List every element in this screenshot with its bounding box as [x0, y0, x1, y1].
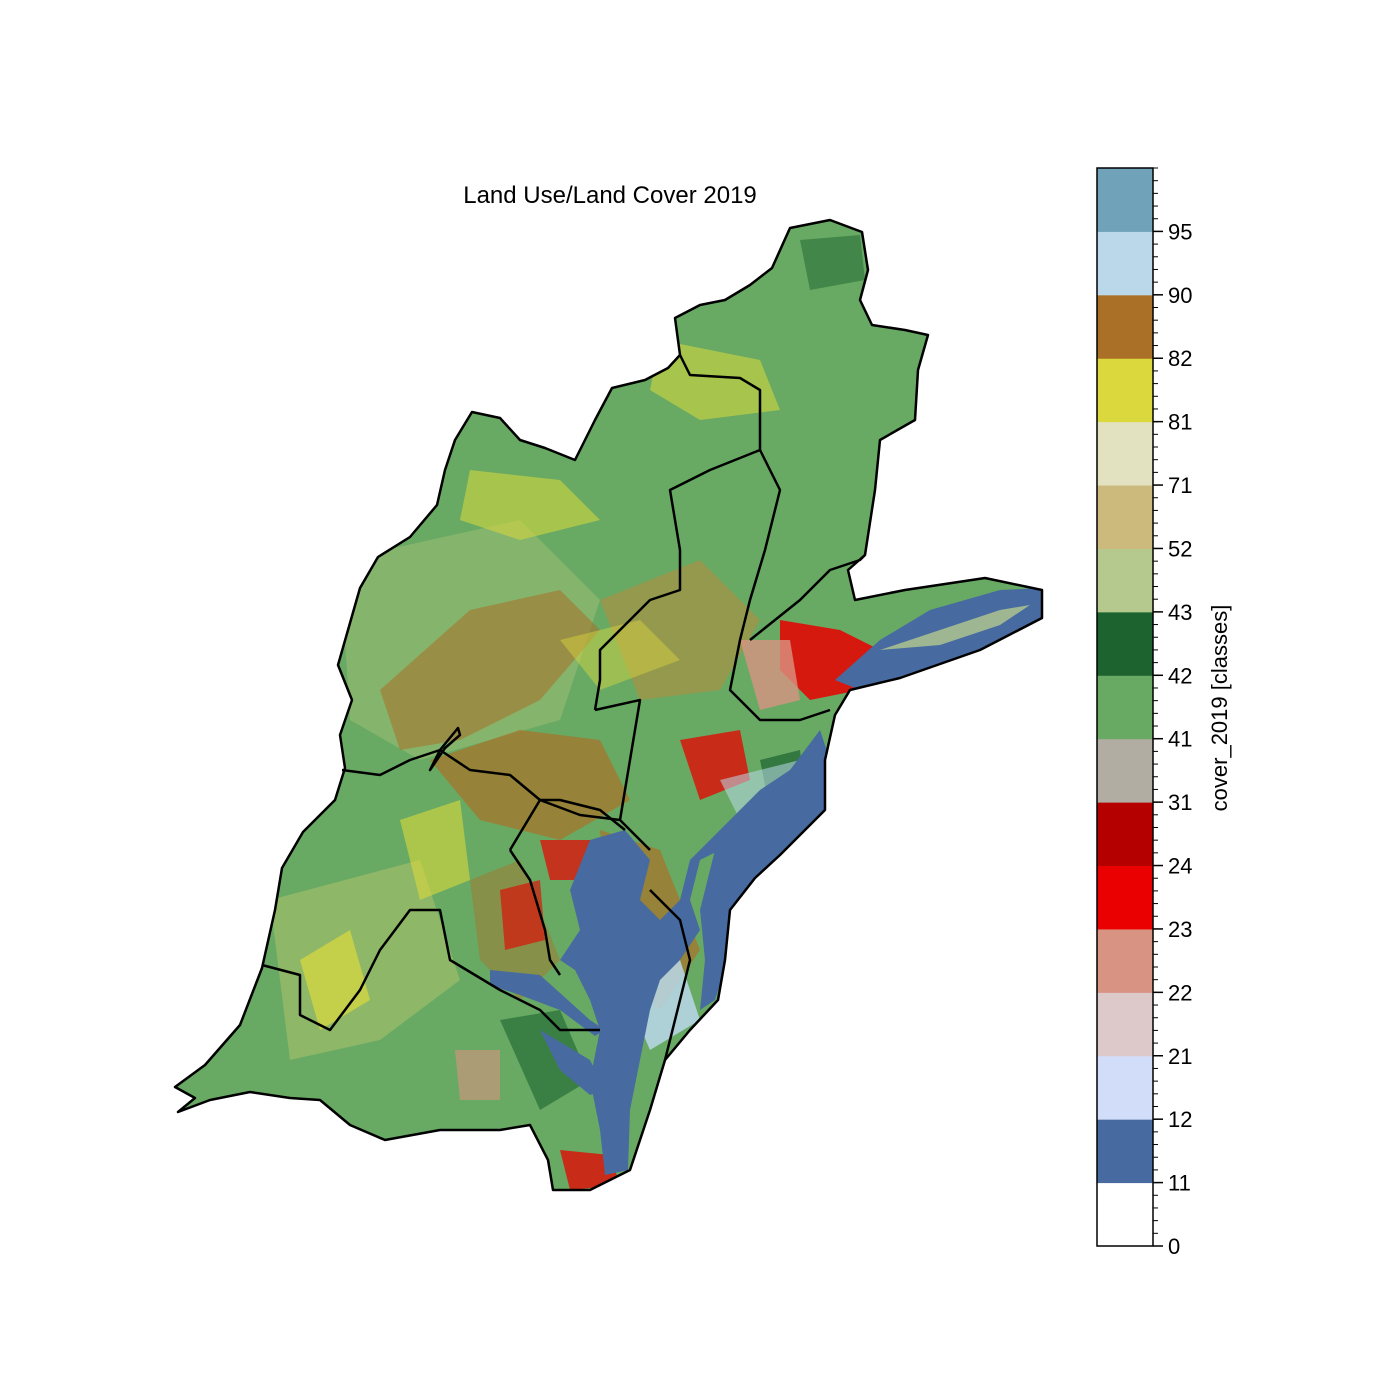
internal-boundary [508, 849, 562, 976]
internal-boundary [749, 554, 866, 641]
chesapeake-bay [560, 830, 760, 1175]
colorbar-label: cover_2019 [classes] [1207, 604, 1232, 812]
cropland-area [600, 560, 760, 700]
internal-boundary [678, 354, 762, 450]
pasture-area [460, 470, 600, 540]
evergreen-forest-area [500, 1010, 590, 1110]
tidal-river [540, 1030, 605, 1095]
developed-area [455, 1050, 500, 1100]
land-cover-raster [175, 220, 1042, 1190]
pasture-area [400, 800, 470, 900]
internal-boundary [341, 748, 621, 822]
internal-boundary [593, 448, 831, 722]
long-island-land [880, 605, 1030, 650]
pasture-area [560, 620, 680, 690]
map-title: Land Use/Land Cover 2019 [463, 182, 757, 209]
evergreen-forest-area [800, 235, 865, 290]
developed-area [500, 880, 545, 950]
tidal-river [490, 970, 605, 1036]
internal-boundary [649, 889, 692, 1061]
pasture-area [300, 930, 370, 1030]
delaware-bay [700, 730, 830, 1010]
basin-boundaries [173, 218, 1044, 1192]
internal-boundary [261, 908, 600, 1032]
outer-boundary [173, 218, 1044, 1192]
internal-boundary [428, 726, 462, 772]
internal-boundary [594, 698, 651, 851]
cropland-area [430, 730, 630, 840]
developed-area [740, 640, 800, 710]
cropland-area [380, 590, 600, 750]
internal-boundary [508, 798, 626, 851]
